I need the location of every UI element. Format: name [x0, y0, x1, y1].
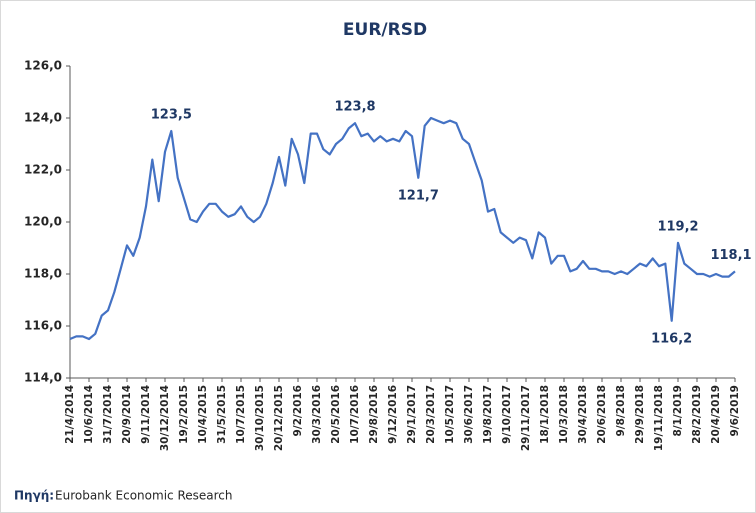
data-label: 119,2 [657, 219, 698, 234]
x-tick-label: 29/11/2017 [520, 385, 532, 451]
y-tick-label: 116,0 [24, 319, 62, 333]
x-tick-label: 10/4/2015 [197, 385, 209, 444]
x-tick-label: 10/5/2017 [444, 385, 456, 444]
x-tick-label: 9/2/2016 [292, 385, 304, 437]
x-tick-label: 19/8/2017 [482, 385, 494, 444]
x-tick-label: 19/11/2018 [653, 385, 665, 451]
source-label: Πηγή: [14, 489, 54, 503]
y-tick-label: 126,0 [24, 59, 62, 73]
y-tick-label: 114,0 [24, 371, 62, 385]
chart-title: EUR/RSD [343, 20, 427, 40]
x-tick-label: 20/12/2015 [273, 385, 285, 451]
y-tick-label: 118,0 [24, 267, 62, 281]
x-tick-label: 31/7/2014 [102, 385, 114, 444]
x-tick-label: 9/12/2016 [387, 385, 399, 444]
y-tick-label: 120,0 [24, 215, 62, 229]
x-tick-label: 9/8/2018 [615, 385, 627, 437]
x-tick-label: 20/5/2016 [330, 385, 342, 444]
x-tick-label: 8/1/2019 [672, 385, 684, 437]
x-tick-label: 29/9/2018 [634, 385, 646, 444]
data-label: 121,7 [398, 188, 439, 203]
y-tick-label: 124,0 [24, 111, 62, 125]
x-tick-label: 31/5/2015 [216, 385, 228, 444]
x-tick-label: 29/1/2017 [406, 385, 418, 444]
x-tick-label: 21/4/2014 [64, 385, 76, 444]
y-tick-label: 122,0 [24, 163, 62, 177]
data-label: 118,1 [710, 248, 751, 263]
x-tick-label: 19/2/2015 [178, 385, 190, 444]
data-label: 116,2 [651, 331, 692, 346]
x-tick-label: 30/4/2018 [577, 385, 589, 444]
x-tick-label: 10/7/2016 [349, 385, 361, 444]
data-label: 123,5 [151, 108, 192, 123]
x-tick-label: 20/6/2018 [596, 385, 608, 444]
x-tick-label: 20/9/2014 [121, 385, 133, 444]
x-tick-label: 20/3/2017 [425, 385, 437, 444]
x-tick-label: 9/10/2017 [501, 385, 513, 444]
x-tick-label: 28/2/2019 [691, 385, 703, 444]
x-tick-label: 20/4/2019 [710, 385, 722, 444]
x-tick-label: 10/7/2015 [235, 385, 247, 444]
x-tick-label: 18/1/2018 [539, 385, 551, 444]
data-label: 123,8 [334, 100, 375, 115]
x-tick-label: 30/10/2015 [254, 385, 266, 451]
x-tick-label: 29/8/2016 [368, 385, 380, 444]
x-tick-label: 9/11/2014 [140, 385, 152, 444]
x-tick-label: 30/6/2017 [463, 385, 475, 444]
x-tick-label: 10/3/2018 [558, 385, 570, 444]
source: Eurobank Economic Research [55, 489, 233, 503]
x-tick-label: 9/6/2019 [729, 385, 741, 437]
x-tick-label: 10/6/2014 [83, 385, 95, 444]
x-tick-label: 30/12/2014 [159, 385, 171, 451]
x-tick-label: 30/3/2016 [311, 385, 323, 444]
line [69, 116, 736, 341]
